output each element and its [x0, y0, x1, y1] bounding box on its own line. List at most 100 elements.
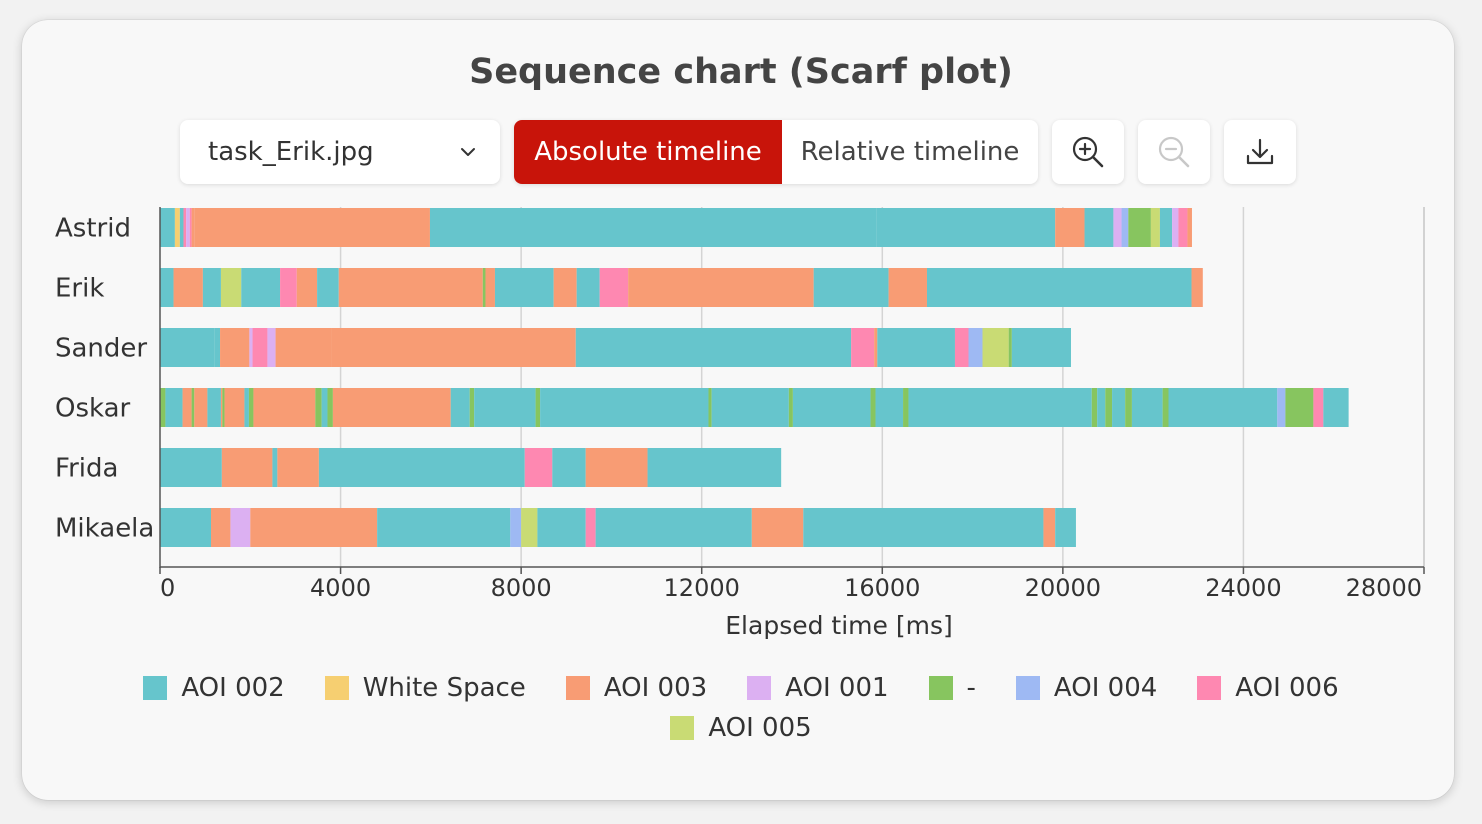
zoom-out-icon — [1158, 136, 1190, 168]
legend-swatch — [670, 716, 695, 740]
legend-item[interactable]: - — [928, 672, 976, 704]
scarf-segment — [647, 448, 782, 487]
scarf-segment — [267, 328, 276, 367]
relative-timeline-button[interactable]: Relative timeline — [800, 137, 1020, 167]
x-tick-label: 16000 — [844, 574, 920, 602]
legend-item[interactable]: White Space — [324, 672, 526, 704]
scarf-segment — [1277, 388, 1286, 427]
scarf-segment — [338, 268, 483, 307]
scarf-segment — [708, 388, 712, 427]
scarf-segment — [1011, 328, 1071, 367]
scarf-segment — [1091, 388, 1098, 427]
scarf-segment — [908, 388, 1092, 427]
scarf-segment — [575, 328, 852, 367]
legend-swatch — [1197, 676, 1222, 700]
scarf-segment — [474, 388, 536, 427]
stimulus-select[interactable]: task_Erik.jpg — [180, 120, 500, 184]
scarf-segment — [540, 388, 709, 427]
scarf-segment — [595, 508, 752, 547]
scarf-segment — [1285, 388, 1314, 427]
participant-label: Erik — [55, 274, 104, 304]
scarf-segment — [224, 388, 245, 427]
scarf-segment — [249, 328, 253, 367]
absolute-timeline-button[interactable]: Absolute timeline — [514, 120, 782, 184]
scarf-segment — [332, 388, 451, 427]
legend-label: AOI 004 — [1053, 673, 1158, 703]
x-tick-label: 0 — [160, 574, 175, 602]
scarf-segment — [331, 328, 576, 367]
legend-item[interactable]: AOI 005 — [670, 712, 812, 744]
scarf-segment — [982, 328, 1009, 367]
legend-label: AOI 005 — [708, 713, 812, 743]
legend-label: - — [966, 673, 976, 703]
scarf-segment — [510, 508, 522, 547]
participant-label: Sander — [55, 334, 147, 364]
scarf-segment — [214, 328, 221, 367]
scarf-segment — [160, 388, 166, 427]
scarf-segment — [275, 328, 332, 367]
scarf-segment — [317, 268, 339, 307]
x-tick-label: 4000 — [310, 574, 371, 602]
scarf-segment — [521, 508, 538, 547]
scarf-segment — [220, 268, 242, 307]
download-button[interactable] — [1224, 120, 1296, 184]
legend-label: AOI 003 — [603, 673, 708, 703]
participant-label: Oskar — [55, 394, 131, 424]
scarf-segment — [296, 268, 318, 307]
scarf-segment — [327, 388, 333, 427]
scarf-segment — [202, 268, 221, 307]
scarf-segment — [277, 448, 319, 487]
scarf-segment — [585, 508, 596, 547]
scarf-segment — [485, 268, 495, 307]
scarf-segment — [1313, 388, 1324, 427]
scarf-segment — [160, 448, 222, 487]
scarf-segment — [535, 388, 541, 427]
scarf-segment — [903, 388, 909, 427]
stimulus-select-value: task_Erik.jpg — [208, 137, 374, 167]
scarf-segment — [1008, 328, 1012, 367]
scarf-segment — [252, 328, 268, 367]
chevron-down-icon — [461, 148, 475, 156]
scarf-segment — [1323, 388, 1349, 427]
participant-label: Astrid — [55, 214, 131, 244]
scarf-plot: Astrid Erik Sander Oskar Frida Mikaela 0 4000 80… — [55, 207, 1425, 640]
scarf-segment — [576, 268, 600, 307]
x-tick-label: 24000 — [1205, 574, 1281, 602]
legend-item[interactable]: AOI 003 — [565, 672, 708, 704]
scarf-segment — [230, 508, 251, 547]
scarf-segment — [599, 268, 629, 307]
scarf-segment — [469, 388, 475, 427]
scarf-segment — [813, 268, 889, 307]
zoom-out-button[interactable] — [1138, 120, 1210, 184]
scarf-segment — [1162, 388, 1169, 427]
scarf-segment — [253, 388, 316, 427]
scarf-segment — [220, 388, 223, 427]
legend-item[interactable]: AOI 006 — [1197, 672, 1339, 704]
participant-label: Mikaela — [55, 514, 154, 544]
zoom-in-button[interactable] — [1052, 120, 1124, 184]
x-tick-label: 12000 — [664, 574, 740, 602]
scarf-segment — [751, 508, 804, 547]
scarf-segment — [160, 508, 212, 547]
timeline-toggle: Absolute timeline Relative timeline — [514, 120, 1038, 184]
legend-item[interactable]: AOI 001 — [747, 672, 889, 704]
scarf-segment — [552, 448, 586, 487]
legend-item[interactable]: AOI 004 — [1015, 672, 1158, 704]
legend-swatch — [143, 676, 168, 700]
scarf-segment — [874, 328, 878, 367]
scarf-segment — [241, 268, 281, 307]
scarf-segment — [968, 328, 983, 367]
scarf-segment — [1105, 388, 1113, 427]
scarf-segment — [553, 268, 577, 307]
scarf-segment — [537, 508, 586, 547]
x-tick-label: 20000 — [1025, 574, 1101, 602]
legend-item[interactable]: AOI 002 — [143, 672, 285, 704]
scarf-segment — [182, 388, 192, 427]
scarf-segment — [377, 508, 511, 547]
legend-label: AOI 002 — [181, 673, 285, 703]
chart-legend: AOI 002 White Space AOI 003 AOI 001 - AOI 004… — [100, 672, 1382, 744]
scarf-segment — [1128, 208, 1151, 247]
scarf-segment — [628, 268, 814, 307]
scarf-segment — [179, 208, 184, 247]
scarf-segment — [788, 388, 793, 427]
